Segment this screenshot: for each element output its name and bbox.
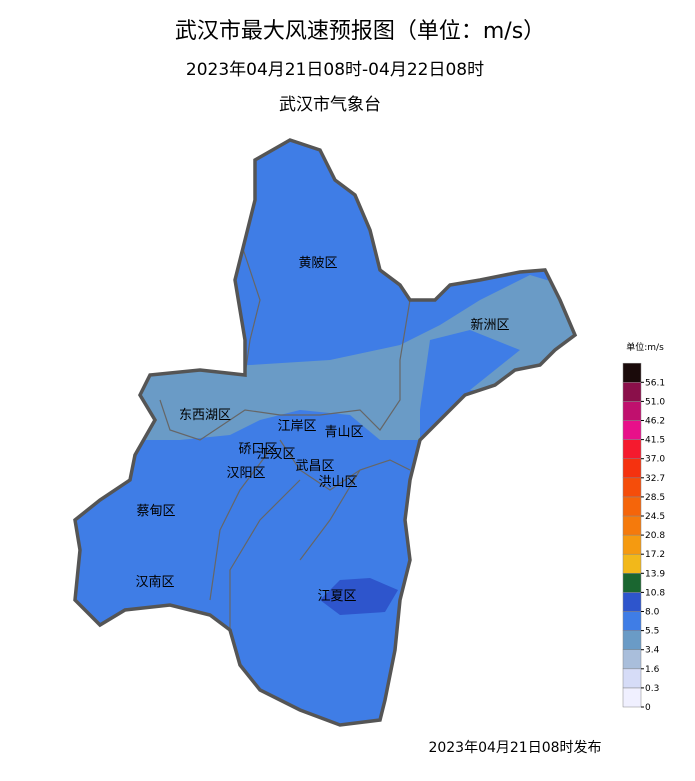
legend-tick-label: 0 bbox=[645, 703, 651, 713]
legend-tick-label: 24.5 bbox=[645, 512, 665, 522]
legend-swatch bbox=[622, 496, 642, 517]
legend-swatch bbox=[622, 362, 642, 383]
district-label: 江汉区 bbox=[256, 447, 295, 462]
legend-swatch bbox=[622, 477, 642, 498]
legend-tick-label: 56.1 bbox=[645, 378, 665, 388]
legend-tick-label: 3.4 bbox=[645, 646, 660, 656]
legend-swatch bbox=[622, 687, 642, 708]
legend-tick-label: 28.5 bbox=[645, 493, 665, 503]
legend-tick-label: 17.2 bbox=[645, 550, 665, 560]
legend-tick-label: 5.5 bbox=[645, 627, 659, 637]
legend-swatch bbox=[622, 611, 642, 631]
legend-tick-label: 1.6 bbox=[645, 665, 660, 675]
legend-title: 单位:m/s bbox=[626, 341, 664, 353]
district-label: 江岸区 bbox=[277, 419, 316, 434]
period: 2023年04月21日08时-04月22日08时 bbox=[186, 60, 484, 80]
legend-tick-label: 46.2 bbox=[645, 417, 665, 427]
legend-tick-label: 41.5 bbox=[645, 436, 665, 446]
district-label: 洪山区 bbox=[318, 475, 357, 490]
legend-tick-label: 51.0 bbox=[645, 397, 665, 407]
issuer: 武汉市气象台 bbox=[279, 95, 381, 115]
legend-swatch bbox=[622, 515, 642, 536]
footer: 2023年04月21日08时发布 bbox=[428, 740, 601, 756]
legend-swatch bbox=[622, 553, 642, 574]
legend-swatch bbox=[622, 439, 642, 459]
district-label: 东西湖区 bbox=[179, 408, 231, 423]
legend-swatch bbox=[622, 534, 642, 555]
district-label: 黄陂区 bbox=[298, 255, 337, 271]
legend-tick-label: 20.8 bbox=[645, 531, 665, 541]
legend-tick-label: 8.0 bbox=[645, 608, 660, 618]
title: 武汉市最大风速预报图（单位：m/s） bbox=[175, 19, 545, 44]
legend-swatch bbox=[622, 592, 642, 612]
district-label: 新洲区 bbox=[470, 317, 509, 333]
district-label: 汉阳区 bbox=[226, 466, 265, 481]
legend-tick-label: 32.7 bbox=[645, 474, 665, 484]
district-label: 蔡甸区 bbox=[136, 504, 175, 519]
legend-swatch bbox=[622, 649, 642, 670]
legend-tick-label: 0.3 bbox=[645, 684, 659, 694]
district-label: 汉南区 bbox=[135, 574, 174, 590]
legend-swatch bbox=[622, 668, 642, 689]
legend-swatch bbox=[622, 573, 642, 593]
legend-swatch bbox=[622, 630, 642, 650]
district-label: 江夏区 bbox=[317, 589, 356, 604]
legend-swatch bbox=[622, 420, 642, 440]
legend-swatch bbox=[622, 401, 642, 421]
district-label: 硚口区 bbox=[238, 442, 277, 457]
legend-tick-label: 10.8 bbox=[645, 588, 665, 598]
legend-tick-label: 37.0 bbox=[645, 455, 665, 465]
region-steel bbox=[130, 275, 575, 440]
legend-swatch bbox=[622, 458, 642, 479]
region-dark bbox=[320, 578, 398, 615]
legend-swatch bbox=[622, 382, 642, 402]
legend-tick-label: 13.9 bbox=[645, 569, 665, 579]
district-label: 青山区 bbox=[324, 425, 363, 440]
district-label: 武昌区 bbox=[295, 459, 334, 474]
